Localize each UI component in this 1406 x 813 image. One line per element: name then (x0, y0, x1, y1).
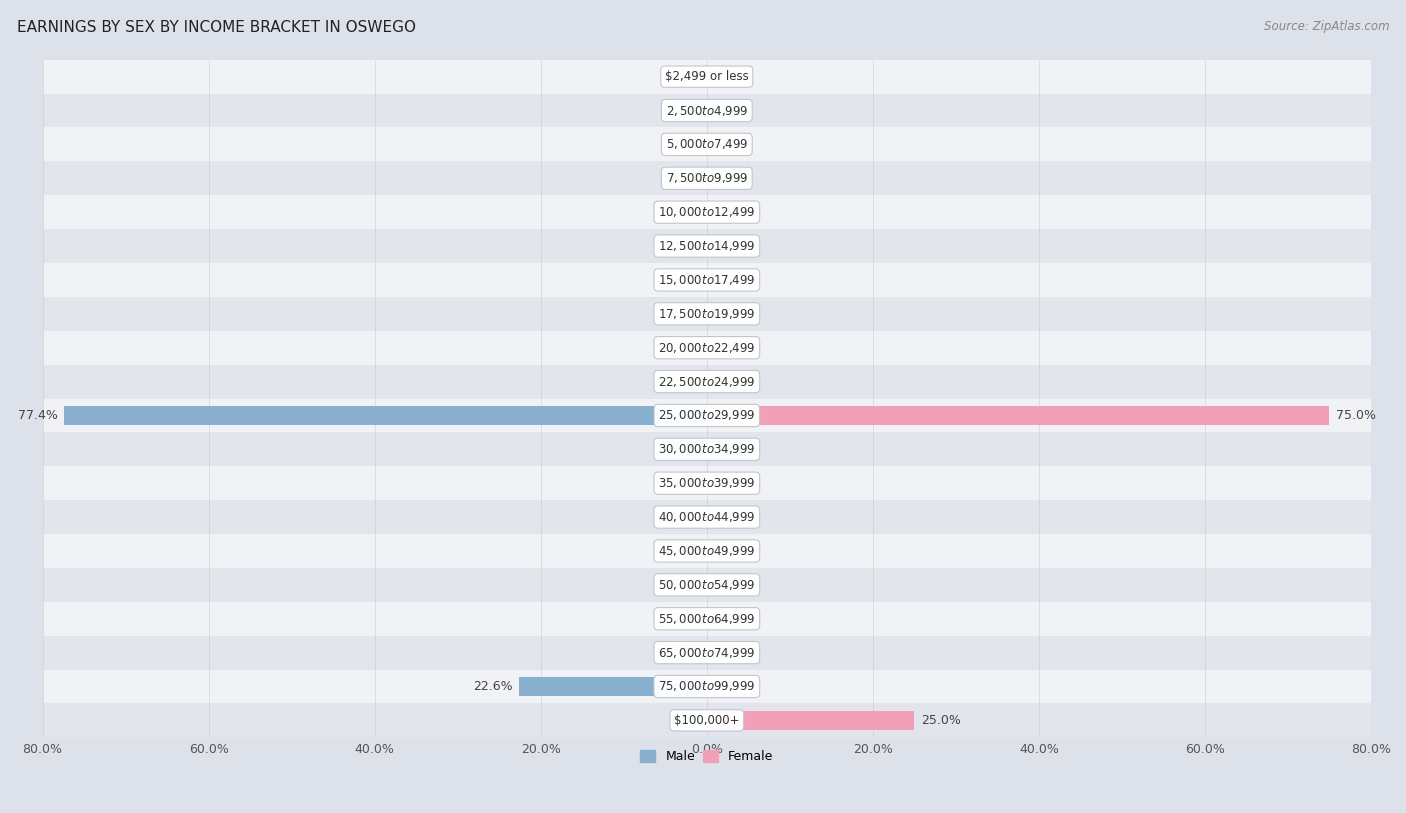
Text: $50,000 to $54,999: $50,000 to $54,999 (658, 578, 755, 592)
Text: $22,500 to $24,999: $22,500 to $24,999 (658, 375, 755, 389)
Text: 25.0%: 25.0% (921, 714, 960, 727)
Text: 0.0%: 0.0% (669, 273, 702, 286)
Text: $15,000 to $17,499: $15,000 to $17,499 (658, 273, 755, 287)
Text: 0.0%: 0.0% (711, 646, 744, 659)
Text: 0.0%: 0.0% (669, 511, 702, 524)
Text: 0.0%: 0.0% (711, 104, 744, 117)
Text: 0.0%: 0.0% (711, 138, 744, 151)
Text: 0.0%: 0.0% (669, 138, 702, 151)
Bar (519, 677, 707, 696)
Text: 0.0%: 0.0% (669, 104, 702, 117)
Bar (42, 636, 1371, 670)
Text: 0.0%: 0.0% (669, 476, 702, 489)
Text: $2,499 or less: $2,499 or less (665, 70, 748, 83)
Text: 0.0%: 0.0% (669, 646, 702, 659)
Text: 0.0%: 0.0% (711, 476, 744, 489)
Text: $30,000 to $34,999: $30,000 to $34,999 (658, 442, 755, 456)
Bar (65, 406, 707, 424)
Text: 0.0%: 0.0% (711, 240, 744, 253)
Bar (42, 398, 1371, 433)
Bar (42, 534, 1371, 568)
Text: $45,000 to $49,999: $45,000 to $49,999 (658, 544, 755, 558)
Text: 0.0%: 0.0% (669, 375, 702, 388)
Text: $40,000 to $44,999: $40,000 to $44,999 (658, 510, 755, 524)
Legend: Male, Female: Male, Female (636, 746, 778, 768)
Bar (42, 331, 1371, 364)
Text: 77.4%: 77.4% (18, 409, 58, 422)
Text: 0.0%: 0.0% (669, 443, 702, 456)
Text: 0.0%: 0.0% (711, 511, 744, 524)
Bar (42, 467, 1371, 500)
Text: $2,500 to $4,999: $2,500 to $4,999 (665, 103, 748, 118)
Text: $20,000 to $22,499: $20,000 to $22,499 (658, 341, 755, 354)
Text: 0.0%: 0.0% (711, 545, 744, 558)
Text: $55,000 to $64,999: $55,000 to $64,999 (658, 611, 755, 626)
Text: 0.0%: 0.0% (711, 273, 744, 286)
Text: 0.0%: 0.0% (669, 206, 702, 219)
Bar (42, 93, 1371, 128)
Bar (42, 433, 1371, 467)
Text: 0.0%: 0.0% (669, 578, 702, 591)
Text: 0.0%: 0.0% (669, 70, 702, 83)
Text: 0.0%: 0.0% (711, 680, 744, 693)
Text: 22.6%: 22.6% (472, 680, 513, 693)
Bar (42, 229, 1371, 263)
Bar (42, 602, 1371, 636)
Text: EARNINGS BY SEX BY INCOME BRACKET IN OSWEGO: EARNINGS BY SEX BY INCOME BRACKET IN OSW… (17, 20, 416, 35)
Text: 0.0%: 0.0% (711, 578, 744, 591)
Text: 75.0%: 75.0% (1336, 409, 1376, 422)
Text: $25,000 to $29,999: $25,000 to $29,999 (658, 408, 755, 423)
Text: $7,500 to $9,999: $7,500 to $9,999 (665, 172, 748, 185)
Text: 0.0%: 0.0% (669, 612, 702, 625)
Text: $35,000 to $39,999: $35,000 to $39,999 (658, 476, 755, 490)
Bar (707, 711, 914, 730)
Text: $12,500 to $14,999: $12,500 to $14,999 (658, 239, 755, 253)
Text: 0.0%: 0.0% (669, 714, 702, 727)
Bar (42, 263, 1371, 297)
Text: 0.0%: 0.0% (711, 206, 744, 219)
Bar (42, 703, 1371, 737)
Text: 0.0%: 0.0% (669, 545, 702, 558)
Text: $10,000 to $12,499: $10,000 to $12,499 (658, 205, 755, 220)
Text: 0.0%: 0.0% (711, 375, 744, 388)
Bar (42, 128, 1371, 161)
Text: $17,500 to $19,999: $17,500 to $19,999 (658, 307, 755, 321)
Bar (42, 364, 1371, 398)
Text: 0.0%: 0.0% (711, 172, 744, 185)
Text: 0.0%: 0.0% (711, 612, 744, 625)
Text: 0.0%: 0.0% (711, 443, 744, 456)
Text: 0.0%: 0.0% (711, 70, 744, 83)
Text: 0.0%: 0.0% (669, 307, 702, 320)
Text: Source: ZipAtlas.com: Source: ZipAtlas.com (1264, 20, 1389, 33)
Text: 0.0%: 0.0% (711, 307, 744, 320)
Bar (42, 59, 1371, 93)
Text: 0.0%: 0.0% (669, 341, 702, 354)
Bar (42, 670, 1371, 703)
Bar (42, 568, 1371, 602)
Text: 0.0%: 0.0% (711, 341, 744, 354)
Text: $65,000 to $74,999: $65,000 to $74,999 (658, 646, 755, 659)
Text: 0.0%: 0.0% (669, 240, 702, 253)
Text: $100,000+: $100,000+ (673, 714, 740, 727)
Bar (42, 297, 1371, 331)
Text: 0.0%: 0.0% (669, 172, 702, 185)
Text: $75,000 to $99,999: $75,000 to $99,999 (658, 680, 755, 693)
Bar (42, 500, 1371, 534)
Bar (707, 406, 1330, 424)
Bar (42, 195, 1371, 229)
Text: $5,000 to $7,499: $5,000 to $7,499 (665, 137, 748, 151)
Bar (42, 161, 1371, 195)
